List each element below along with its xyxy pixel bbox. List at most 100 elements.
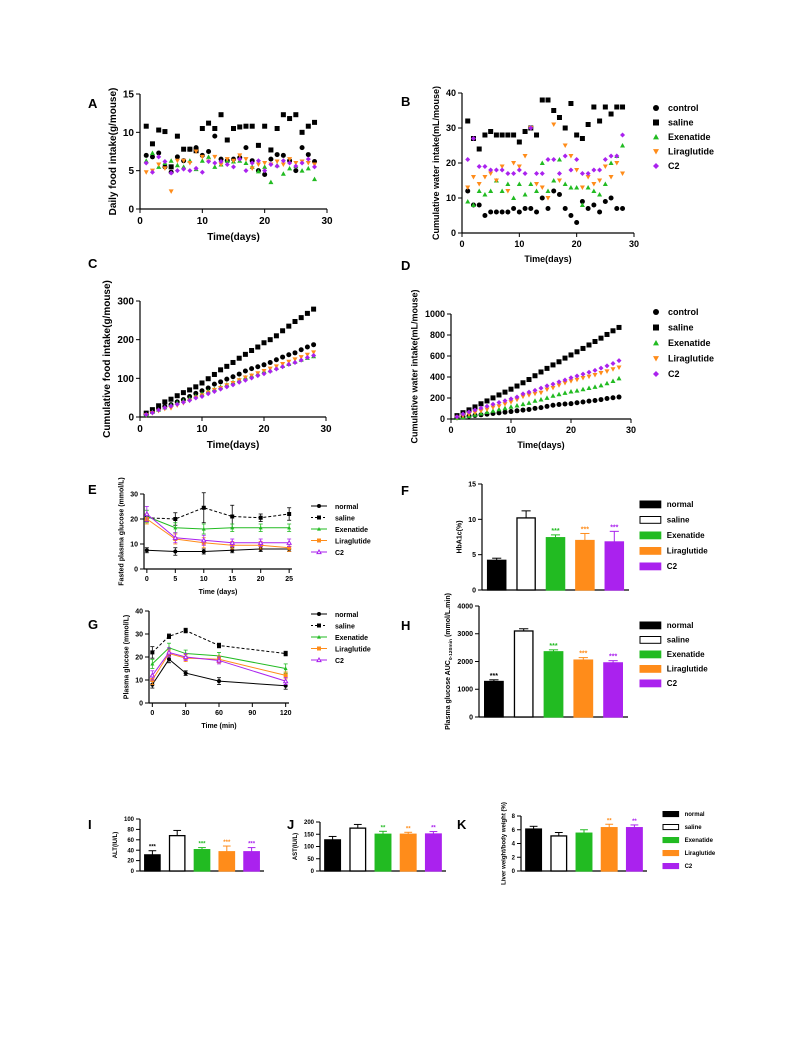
data-point bbox=[505, 189, 511, 194]
legend-label: Liraglutide bbox=[335, 647, 371, 654]
data-point bbox=[292, 359, 298, 365]
data-point bbox=[610, 361, 616, 367]
data-point bbox=[620, 104, 626, 110]
data-point bbox=[580, 386, 586, 392]
y-tick-label: 15 bbox=[123, 90, 135, 101]
significance-label: ** bbox=[381, 825, 386, 831]
data-point bbox=[610, 328, 616, 334]
data-point bbox=[538, 369, 544, 375]
data-point bbox=[476, 182, 482, 187]
legend-label: normal bbox=[685, 812, 705, 818]
legend-swatch bbox=[639, 516, 662, 524]
series-line bbox=[146, 513, 290, 544]
legend-marker bbox=[317, 623, 321, 628]
data-point bbox=[493, 209, 499, 215]
y-tick-label: 1000 bbox=[425, 309, 445, 319]
data-point bbox=[488, 171, 494, 176]
panel-label: A bbox=[88, 96, 98, 111]
data-point bbox=[514, 397, 520, 403]
data-point bbox=[568, 213, 574, 218]
data-point bbox=[230, 525, 235, 530]
data-point bbox=[206, 158, 212, 164]
data-point bbox=[484, 407, 490, 412]
data-point bbox=[249, 166, 255, 171]
data-point bbox=[579, 202, 585, 207]
y-tick-label: 20 bbox=[130, 516, 138, 523]
data-point bbox=[585, 171, 591, 176]
data-point bbox=[305, 123, 311, 129]
data-point bbox=[556, 402, 562, 408]
data-point bbox=[156, 162, 162, 168]
data-point bbox=[534, 182, 540, 187]
data-point bbox=[193, 145, 199, 151]
data-point bbox=[586, 369, 592, 375]
y-axis-label: Plasma glucose (mmol/L) bbox=[124, 615, 131, 699]
data-point bbox=[199, 394, 205, 400]
data-point bbox=[511, 206, 517, 211]
data-point bbox=[274, 159, 280, 164]
significance-label: ** bbox=[607, 818, 612, 824]
data-point bbox=[224, 137, 230, 143]
data-point bbox=[574, 220, 580, 225]
data-point bbox=[551, 122, 557, 127]
panel-label: F bbox=[401, 483, 409, 498]
data-point bbox=[280, 171, 286, 176]
data-point bbox=[532, 405, 538, 411]
data-point bbox=[562, 377, 568, 383]
significance-label: ** bbox=[632, 819, 637, 825]
legend-swatch bbox=[639, 650, 662, 659]
data-point bbox=[283, 651, 288, 656]
data-point bbox=[187, 161, 193, 166]
data-point bbox=[162, 399, 168, 405]
y-axis-label: AST(IU/L) bbox=[293, 833, 299, 860]
data-point bbox=[229, 539, 236, 545]
data-point bbox=[293, 112, 299, 118]
data-point bbox=[586, 342, 592, 348]
data-point bbox=[592, 339, 598, 345]
legend-marker bbox=[653, 105, 659, 111]
bar-normal bbox=[324, 839, 342, 872]
data-point bbox=[230, 382, 236, 388]
y-tick-label: 0 bbox=[131, 869, 135, 875]
legend-label: C2 bbox=[668, 369, 680, 379]
data-point bbox=[544, 383, 550, 389]
data-point bbox=[532, 398, 538, 403]
data-point bbox=[532, 373, 538, 379]
bar-exenatide bbox=[374, 833, 392, 872]
legend-label: Exenatide bbox=[667, 531, 705, 540]
data-point bbox=[562, 181, 568, 186]
data-point bbox=[608, 160, 614, 165]
data-point bbox=[614, 206, 620, 211]
legend-swatch bbox=[662, 811, 680, 818]
legend-swatch bbox=[639, 679, 662, 688]
data-point bbox=[585, 122, 591, 127]
data-point bbox=[262, 168, 268, 174]
data-point bbox=[168, 396, 174, 402]
legend-marker bbox=[653, 134, 659, 140]
data-point bbox=[193, 395, 199, 401]
legend-label: C2 bbox=[335, 658, 344, 665]
data-point bbox=[206, 120, 212, 126]
data-point bbox=[174, 401, 180, 407]
bar-c2 bbox=[625, 827, 643, 872]
data-point bbox=[243, 145, 249, 151]
data-point bbox=[620, 171, 626, 176]
data-point bbox=[608, 175, 614, 180]
data-point bbox=[149, 169, 155, 175]
data-point bbox=[496, 404, 502, 409]
data-point bbox=[496, 400, 502, 406]
data-point bbox=[187, 387, 193, 393]
data-point bbox=[568, 101, 574, 106]
data-point bbox=[591, 202, 597, 208]
panel-e: E 0 10 20 30 0 5 10 15 20 25 Time (days) Fasted plas… bbox=[88, 477, 371, 596]
legend-label: Exenatide bbox=[335, 527, 368, 534]
y-tick-label: 0 bbox=[311, 869, 315, 875]
y-tick-label: 10 bbox=[135, 677, 143, 684]
data-point bbox=[211, 381, 217, 387]
y-axis-label: Cumulative food intake(g/mouse) bbox=[102, 280, 113, 438]
data-point bbox=[249, 123, 255, 129]
data-point bbox=[143, 160, 149, 166]
data-point bbox=[579, 171, 585, 176]
x-tick-label: 10 bbox=[197, 216, 209, 227]
data-point bbox=[562, 153, 568, 159]
